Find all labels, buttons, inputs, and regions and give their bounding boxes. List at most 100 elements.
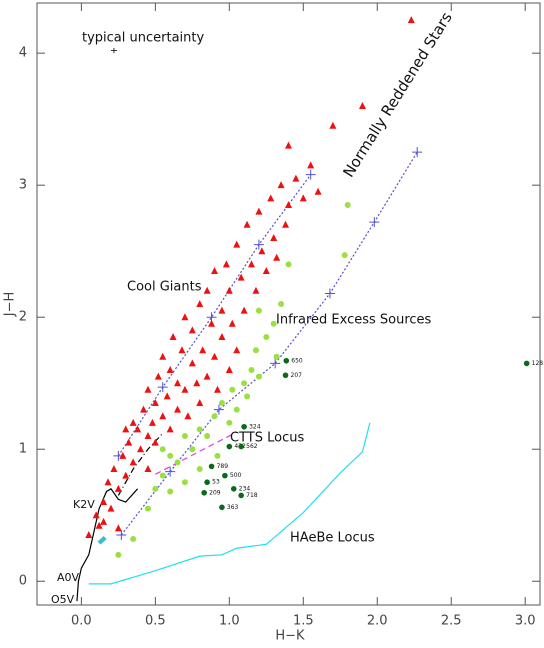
- data-point: [267, 194, 275, 202]
- data-point: [129, 418, 137, 426]
- data-point: [181, 385, 189, 393]
- data-point: [277, 181, 285, 189]
- data-point: [219, 504, 225, 511]
- uncertainty-cross: [110, 47, 117, 54]
- data-point: [204, 479, 210, 486]
- data-point: [255, 207, 263, 215]
- data-point: [252, 286, 260, 294]
- data-point: [208, 463, 215, 470]
- data-point: [196, 426, 203, 433]
- reddening-marker: [213, 404, 224, 415]
- data-point: [159, 472, 166, 479]
- y-tick-label: 4: [19, 46, 27, 61]
- point-label: 500: [230, 472, 242, 479]
- x-tick-label: 2.5: [441, 614, 462, 629]
- data-point: [144, 505, 151, 512]
- data-point: [228, 319, 236, 327]
- data-point: [255, 307, 262, 314]
- data-point: [178, 346, 186, 354]
- data-point: [218, 306, 226, 314]
- y-tick-label: 3: [19, 178, 27, 193]
- data-point: [407, 16, 415, 24]
- data-point: [196, 399, 204, 407]
- data-point: [151, 438, 159, 446]
- data-point: [110, 465, 118, 473]
- data-point: [222, 260, 230, 268]
- data-point: [167, 488, 174, 495]
- data-point: [523, 360, 530, 367]
- data-point: [229, 386, 236, 393]
- reddening-marker: [165, 466, 176, 477]
- data-point: [358, 101, 366, 109]
- data-point: [282, 372, 289, 379]
- data-point: [100, 535, 107, 542]
- data-point: [230, 486, 237, 492]
- locus-line: [155, 431, 237, 475]
- data-point: [196, 300, 204, 307]
- data-point: [181, 313, 189, 321]
- data-point: [252, 347, 259, 354]
- x-tick-label: 1.5: [293, 614, 314, 629]
- data-point: [225, 286, 233, 294]
- data-point: [299, 194, 307, 202]
- data-point: [278, 301, 285, 307]
- data-point: [225, 366, 233, 374]
- data-point: [115, 551, 122, 558]
- data-point: [248, 260, 256, 268]
- annotation: A0V: [57, 571, 80, 584]
- data-point: [233, 346, 241, 354]
- data-point: [174, 459, 181, 466]
- data-point: [140, 405, 148, 413]
- data-point: [211, 266, 219, 274]
- data-point: [166, 425, 174, 433]
- annotation: HAeBe Locus: [290, 531, 375, 546]
- data-point: [154, 372, 162, 380]
- point-label: 718: [246, 492, 258, 499]
- data-point: [159, 446, 166, 453]
- data-point: [203, 372, 211, 380]
- x-tick-label: 0.5: [145, 614, 166, 629]
- data-point: [114, 484, 122, 492]
- data-point: [188, 359, 196, 367]
- data-point: [122, 425, 130, 433]
- point-label: 789: [217, 463, 229, 470]
- point-label: 128: [532, 360, 544, 367]
- data-point: [248, 367, 255, 374]
- annotation: typical uncertainty: [82, 31, 204, 46]
- annotation: O5V: [51, 593, 75, 606]
- data-point: [270, 233, 278, 241]
- x-tick-label: 3.0: [515, 614, 536, 629]
- point-label: 234: [239, 485, 251, 492]
- y-axis-title: J−H: [3, 292, 18, 318]
- data-point: [166, 366, 174, 374]
- annotation: Normally Reddened Stars: [339, 9, 456, 181]
- reddening-marker: [369, 217, 380, 228]
- data-point: [134, 425, 142, 433]
- point-label: 650: [291, 357, 303, 364]
- data-point: [285, 141, 292, 149]
- data-point: [159, 412, 167, 420]
- x-tick-label: 2.0: [367, 614, 388, 629]
- data-point: [218, 400, 225, 407]
- data-point: [184, 412, 192, 420]
- data-point: [92, 511, 100, 519]
- data-point: [243, 220, 251, 228]
- reddening-marker: [412, 147, 423, 158]
- data-point: [329, 121, 337, 129]
- data-point: [283, 357, 290, 364]
- data-point: [107, 504, 115, 512]
- data-point: [148, 418, 156, 426]
- annotation: Infrared Excess Sources: [276, 313, 432, 328]
- data-point: [226, 443, 233, 450]
- data-point: [273, 353, 280, 360]
- data-point: [273, 253, 281, 261]
- data-point: [341, 252, 348, 259]
- data-point: [169, 333, 177, 341]
- x-tick-label: 0.0: [71, 614, 92, 629]
- data-point: [208, 319, 216, 327]
- data-point: [238, 443, 244, 450]
- data-point: [262, 266, 270, 274]
- plot-frame: [36, 2, 541, 606]
- data-point: [199, 346, 207, 354]
- data-point: [114, 524, 122, 532]
